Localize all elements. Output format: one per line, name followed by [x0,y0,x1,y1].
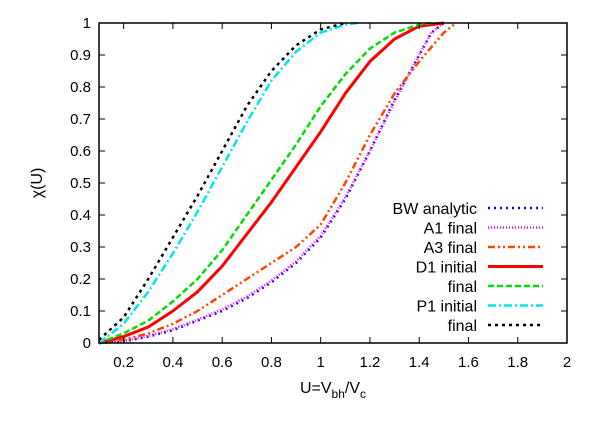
series-line-0 [98,22,445,345]
legend-label: D1 initial [416,260,477,277]
y-tick-label: 1 [83,15,91,32]
legend-label: final [448,279,477,296]
axis-ticks: 0.2 0.4 0.6 0.8 1 1.2 1.4 1.6 1.8 2 0 0.1 0.2 0.3 0.4 0… [70,15,571,371]
y-tick-label: 0.1 [70,303,91,320]
x-tick-label: 0.4 [162,354,183,371]
y-tick-label: 0.2 [70,271,91,288]
plot-frame [98,22,568,344]
legend-label: P1 initial [417,299,477,316]
x-tick-label: 0.8 [261,354,282,371]
series-line-1 [98,22,445,345]
series-line-3 [98,21,445,345]
y-axis-label: χ(U) [29,168,46,199]
y-tick-label: 0.6 [70,143,91,160]
y-tick-label: 0.8 [70,79,91,96]
x-tick-label: 1.2 [360,354,381,371]
series-line-6 [98,21,346,341]
series-layer [98,21,457,345]
x-tick-label: 0.6 [212,354,233,371]
x-tick-label: 1.6 [458,354,479,371]
y-tick-label: 0.5 [70,175,91,192]
legend-label: A3 final [424,240,477,257]
y-tick-label: 0 [83,335,91,352]
y-tick-label: 0.3 [70,239,91,256]
series-line-4 [98,21,432,345]
x-tick-label: 1.8 [507,354,528,371]
y-tick-label: 0.4 [70,207,91,224]
legend: BW analytic A1 final A3 final D1 initial fin… [393,201,543,335]
y-tick-label: 0.7 [70,111,91,128]
x-tick-label: 0.2 [113,354,134,371]
legend-label: BW analytic [393,201,477,218]
legend-label: final [448,318,477,335]
x-tick-label: 1 [317,354,325,371]
x-axis-label: U=Vbh/Vc [300,380,366,401]
legend-label: A1 final [424,221,477,238]
x-tick-label: 2 [563,354,571,371]
series-line-5 [98,21,358,344]
series-line-2 [98,22,457,345]
y-tick-label: 0.9 [70,47,91,64]
x-tick-label: 1.4 [409,354,430,371]
